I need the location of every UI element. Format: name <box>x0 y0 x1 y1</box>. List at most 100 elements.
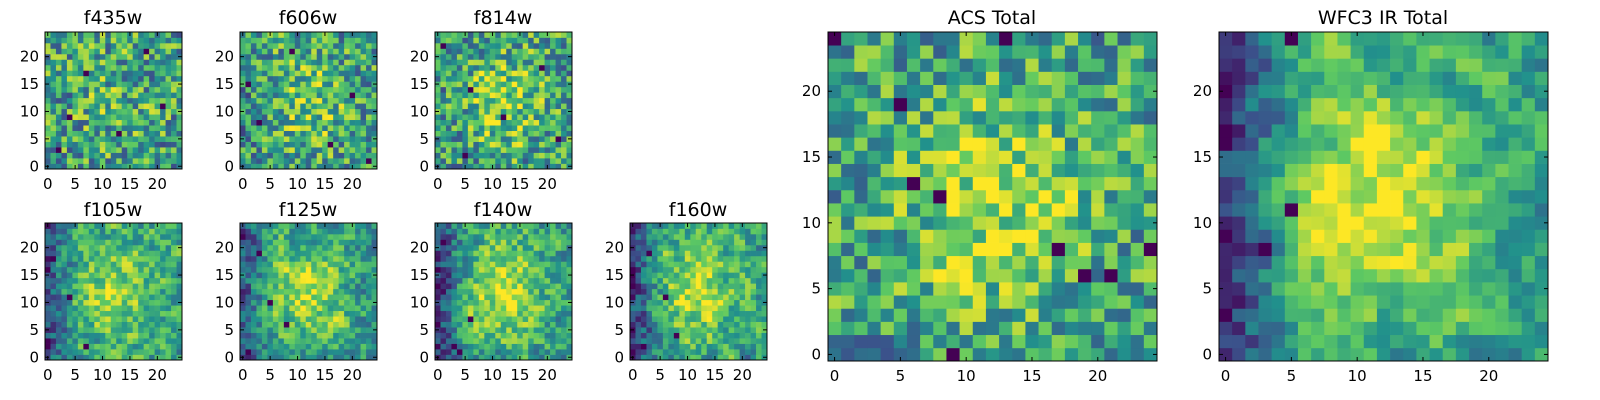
heatmap-cell <box>371 294 378 301</box>
heatmap-cell <box>261 266 268 273</box>
heatmap-cell <box>728 305 735 312</box>
heatmap-cell <box>635 299 642 306</box>
heatmap-cell <box>544 277 551 284</box>
heatmap-cell <box>165 130 172 137</box>
heatmap-cell <box>160 42 166 49</box>
heatmap-cell <box>445 158 452 164</box>
heatmap-cell <box>701 283 708 290</box>
heatmap-cell <box>728 283 735 290</box>
heatmap-cell <box>355 310 361 317</box>
heatmap-cell <box>316 64 323 71</box>
heatmap-cell <box>456 338 463 344</box>
heatmap-cell <box>473 321 480 328</box>
heatmap-cell <box>121 163 128 170</box>
heatmap-cell <box>1012 321 1026 336</box>
heatmap-cell <box>495 48 502 55</box>
heatmap-cell <box>561 136 567 142</box>
heatmap-cell <box>1038 268 1053 283</box>
heatmap-cell <box>278 59 285 66</box>
heatmap-cell <box>245 354 252 361</box>
heatmap-cell <box>360 327 367 333</box>
heatmap-cell <box>933 255 947 270</box>
heatmap-cell <box>906 203 921 217</box>
heatmap-cell <box>154 244 161 251</box>
heatmap-cell <box>333 239 339 246</box>
heatmap-cell <box>245 244 252 251</box>
heatmap-cell <box>99 332 106 339</box>
heatmap-cell <box>116 244 123 251</box>
heatmap-cell <box>66 53 73 60</box>
heatmap-cell <box>61 310 68 317</box>
heatmap-cell <box>278 141 285 148</box>
heatmap-cell <box>946 176 960 191</box>
heatmap-cell <box>717 310 724 317</box>
heatmap-cell <box>261 152 268 159</box>
heatmap-cell <box>105 349 112 355</box>
heatmap-cell <box>440 255 447 262</box>
heatmap-cell <box>1091 203 1105 217</box>
heatmap-cell <box>946 347 960 362</box>
heatmap-cell <box>132 349 139 355</box>
heatmap-cell <box>1130 176 1145 191</box>
heatmap-cell <box>1078 334 1092 349</box>
heatmap-cell <box>462 305 469 312</box>
heatmap-cell <box>154 288 161 295</box>
heatmap-cell <box>83 266 90 273</box>
heatmap-cell <box>544 97 551 104</box>
heatmap-cell <box>105 125 112 131</box>
heatmap-cell <box>99 266 106 273</box>
heatmap-cell <box>66 114 73 121</box>
heatmap-cell <box>750 343 757 350</box>
heatmap-cell <box>701 223 708 229</box>
heatmap-cell <box>66 141 73 148</box>
heatmap-cell <box>121 152 128 159</box>
heatmap-cell <box>495 42 502 49</box>
heatmap-cell <box>717 305 724 312</box>
x-tick-label: 10 <box>288 366 307 384</box>
heatmap-cell <box>316 147 323 153</box>
heatmap-cell <box>121 37 128 44</box>
heatmap-cell <box>72 288 79 295</box>
heatmap-cell <box>171 327 177 333</box>
heatmap-cell <box>338 42 345 49</box>
heatmap-cell <box>127 239 134 246</box>
heatmap-cell <box>344 163 350 170</box>
heatmap-cell <box>668 316 675 322</box>
heatmap-cell <box>55 354 62 361</box>
heatmap-cell <box>94 321 101 328</box>
heatmap-cell <box>972 347 987 362</box>
heatmap-cell <box>462 92 469 99</box>
heatmap-cell <box>495 114 502 121</box>
heatmap-cell <box>880 334 895 349</box>
heatmap-cell <box>132 299 139 306</box>
heatmap-cell <box>690 250 697 257</box>
heatmap-cell <box>160 321 166 328</box>
heatmap-cell <box>300 316 307 322</box>
heatmap-cell <box>489 48 496 55</box>
heatmap-cell <box>679 321 686 328</box>
heatmap-cell <box>739 327 746 333</box>
heatmap-cell <box>294 277 301 284</box>
heatmap-cell <box>946 229 960 243</box>
heatmap-cell <box>349 48 356 55</box>
heatmap-cell <box>1143 242 1158 257</box>
heatmap-cell <box>344 152 350 159</box>
heatmap-cell <box>550 147 556 153</box>
heatmap-cell <box>999 255 1013 270</box>
heatmap-cell <box>333 125 339 131</box>
heatmap-cell <box>522 299 529 306</box>
heatmap-cell <box>668 223 675 229</box>
heatmap-cell <box>640 228 647 235</box>
heatmap-cell <box>245 223 252 229</box>
heatmap-cell <box>143 233 150 240</box>
heatmap-cell <box>333 332 339 339</box>
heatmap-cell <box>94 119 101 126</box>
heatmap-cell <box>121 343 128 350</box>
heatmap-cell <box>154 86 161 93</box>
heatmap-cell <box>267 266 274 273</box>
heatmap-cell <box>528 343 534 350</box>
heatmap-cell <box>143 288 150 295</box>
heatmap-cell <box>706 299 713 306</box>
heatmap-cell <box>355 32 361 38</box>
heatmap-cell <box>728 327 735 333</box>
